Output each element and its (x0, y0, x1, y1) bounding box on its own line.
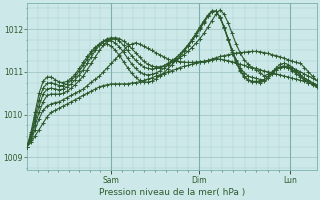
X-axis label: Pression niveau de la mer( hPa ): Pression niveau de la mer( hPa ) (99, 188, 245, 197)
